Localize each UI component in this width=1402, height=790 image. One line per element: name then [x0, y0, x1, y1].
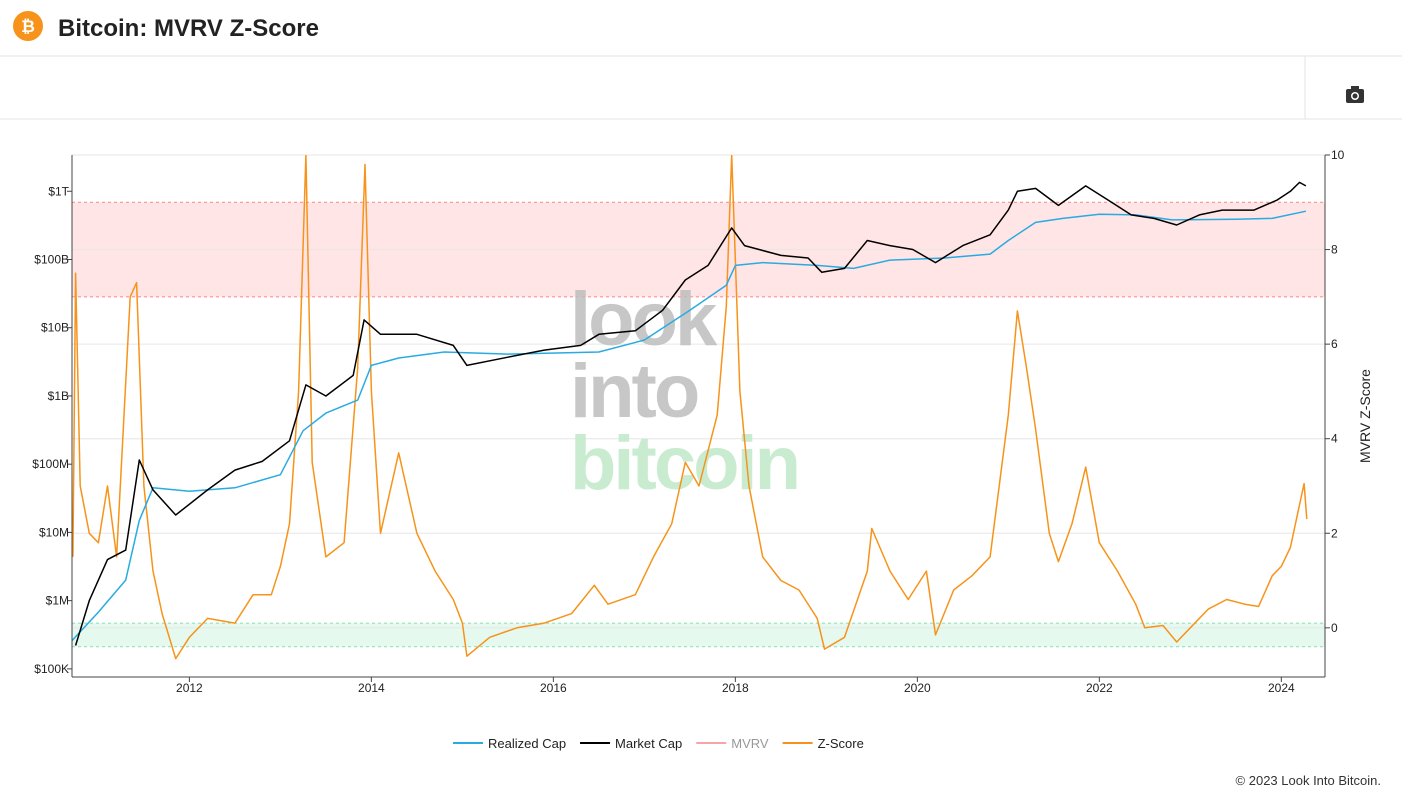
y2-tick-label: 8	[1331, 243, 1338, 257]
legend-item[interactable]: Z-Score	[782, 736, 864, 751]
y-tick-label: $100B	[34, 252, 69, 266]
y2-tick-label: 4	[1331, 432, 1338, 446]
chart-title: Bitcoin: MVRV Z-Score	[58, 15, 319, 42]
x-tick-label: 2016	[540, 681, 567, 695]
legend-label: MVRV	[731, 736, 769, 751]
x-tick-label: 2014	[358, 681, 385, 695]
y-tick-label: $1T	[48, 184, 69, 198]
legend-item[interactable]: MVRV	[696, 736, 769, 751]
legend-item[interactable]: Realized Cap	[453, 736, 566, 751]
y-tick-label: $100M	[32, 457, 69, 471]
y2-tick-label: 2	[1331, 526, 1338, 540]
legend-label: Market Cap	[615, 736, 682, 751]
y-tick-label: $1M	[46, 594, 69, 608]
logo-glyph: ₿	[21, 17, 35, 36]
x-tick-label: 2022	[1086, 681, 1113, 695]
y2-tick-label: 10	[1331, 148, 1345, 162]
watermark-word: bitcoin	[570, 421, 798, 506]
logo	[13, 11, 43, 41]
y-tick-label: $100K	[34, 662, 69, 676]
y-tick-label: $10M	[39, 525, 69, 539]
watermark-word: look	[570, 277, 718, 362]
footer: © 2023 Look Into Bitcoin.	[1236, 773, 1381, 788]
camera-button[interactable]	[1346, 86, 1364, 103]
y2-axis-title: MVRV Z-Score	[1357, 369, 1373, 463]
x-tick-label: 2024	[1268, 681, 1295, 695]
zone-band	[72, 623, 1325, 647]
x-tick-label: 2018	[722, 681, 749, 695]
legend-label: Z-Score	[818, 736, 864, 751]
legend-label: Realized Cap	[488, 736, 566, 751]
y-tick-label: $1B	[48, 389, 69, 403]
series-line	[72, 155, 1308, 660]
x-tick-label: 2020	[904, 681, 931, 695]
legend-item[interactable]: Market Cap	[580, 736, 682, 751]
x-tick-label: 2012	[176, 681, 203, 695]
series-line	[72, 210, 1307, 642]
series-line	[74, 181, 1307, 646]
y2-tick-label: 6	[1331, 337, 1338, 351]
y-tick-label: $10B	[41, 321, 69, 335]
y2-tick-label: 0	[1331, 621, 1338, 635]
watermark-word: into	[570, 349, 698, 434]
